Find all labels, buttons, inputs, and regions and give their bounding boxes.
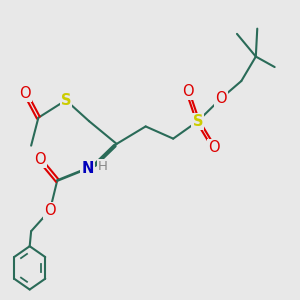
Text: S: S [193, 114, 203, 129]
Text: O: O [20, 86, 31, 101]
Text: O: O [182, 84, 194, 99]
Text: O: O [34, 152, 46, 167]
Text: S: S [61, 93, 71, 108]
Text: H: H [98, 160, 108, 173]
Text: O: O [215, 91, 227, 106]
Text: O: O [44, 203, 56, 218]
Text: O: O [208, 140, 220, 155]
Text: N: N [82, 161, 94, 176]
